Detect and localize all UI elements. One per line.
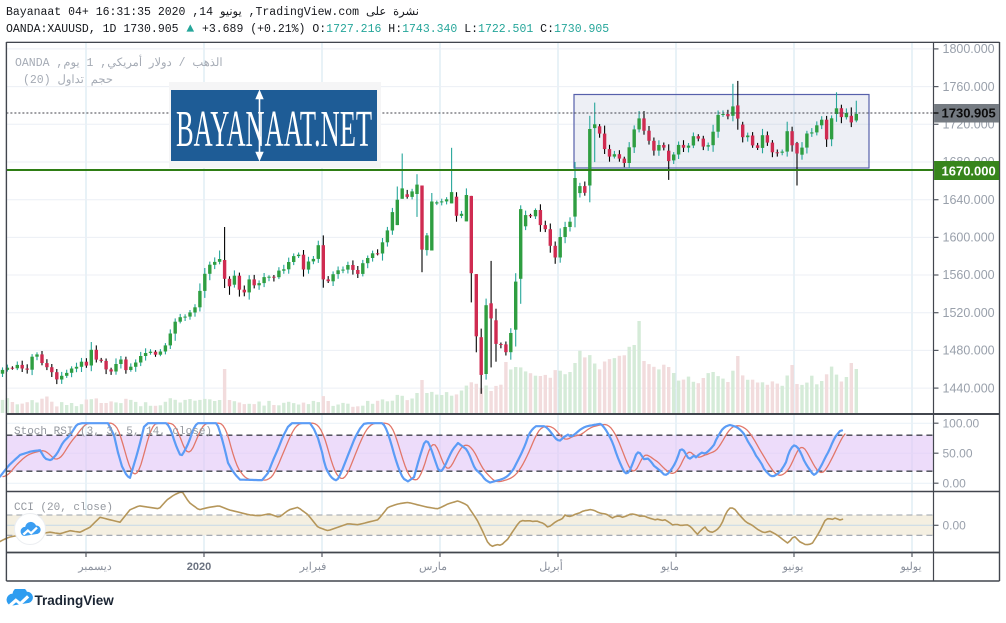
svg-text:1600.000: 1600.000 bbox=[943, 231, 995, 245]
svg-text:ديسمبر: ديسمبر bbox=[77, 561, 112, 573]
svg-text:1440.000: 1440.000 bbox=[943, 381, 995, 395]
svg-text:BAYANAAT.NET: BAYANAAT.NET bbox=[176, 101, 372, 158]
svg-text:1640.000: 1640.000 bbox=[943, 193, 995, 207]
svg-text:يوليو: يوليو bbox=[899, 561, 921, 573]
svg-text:1480.000: 1480.000 bbox=[943, 344, 995, 358]
svg-text:0.00: 0.00 bbox=[943, 476, 967, 490]
svg-text:مارس: مارس bbox=[419, 561, 447, 573]
svg-text:1670.000: 1670.000 bbox=[942, 163, 996, 178]
svg-text:100.00: 100.00 bbox=[943, 416, 980, 430]
svg-text:1800.000: 1800.000 bbox=[943, 42, 995, 56]
svg-text:أبريل: أبريل bbox=[539, 559, 563, 573]
svg-text:50.00: 50.00 bbox=[943, 446, 973, 460]
svg-text:TradingView: TradingView bbox=[35, 593, 115, 608]
svg-text:1520.000: 1520.000 bbox=[943, 306, 995, 320]
svg-text:فبراير: فبراير bbox=[299, 561, 327, 573]
svg-text:1560.000: 1560.000 bbox=[943, 268, 995, 282]
svg-text:1760.000: 1760.000 bbox=[943, 80, 995, 94]
svg-text:1730.905: 1730.905 bbox=[942, 106, 996, 121]
svg-text:0.00: 0.00 bbox=[943, 519, 967, 533]
svg-text:2020: 2020 bbox=[187, 561, 211, 573]
svg-text:مايو: مايو bbox=[660, 561, 679, 573]
svg-text:يونيو: يونيو bbox=[782, 561, 804, 573]
